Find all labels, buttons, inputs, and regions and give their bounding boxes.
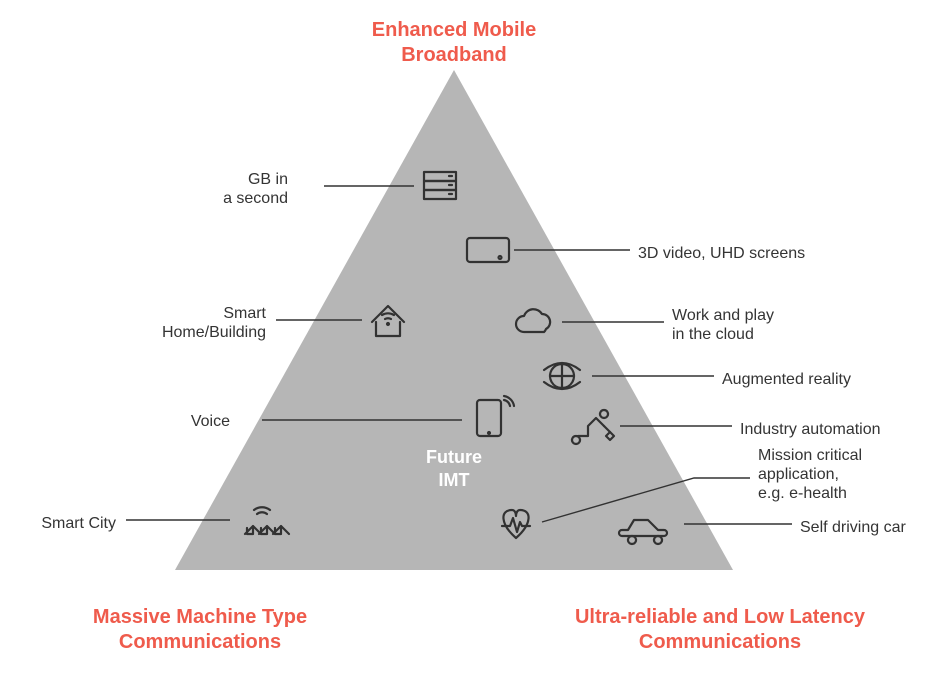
callout-cloud: Work and play in the cloud — [672, 306, 774, 344]
callout-gb-second: GB in a second — [223, 170, 288, 208]
center-label: Future IMT — [374, 446, 534, 491]
callout-car: Self driving car — [800, 518, 906, 537]
callout-3d-video: 3D video, UHD screens — [638, 244, 805, 263]
callout-industry: Industry automation — [740, 420, 881, 439]
callout-smart-home: Smart Home/Building — [162, 304, 266, 342]
callout-smart-city: Smart City — [41, 514, 116, 533]
corner-label-left: Massive Machine Type Communications — [40, 605, 360, 655]
background-svg — [0, 0, 944, 697]
corner-label-right: Ultra-reliable and Low Latency Communica… — [560, 605, 880, 655]
callout-ehealth: Mission critical application, e.g. e-hea… — [758, 446, 862, 504]
globe-icon — [544, 363, 580, 389]
callout-ar: Augmented reality — [722, 370, 851, 389]
corner-label-top: Enhanced Mobile Broadband — [294, 18, 614, 68]
callout-voice: Voice — [191, 412, 230, 431]
diagram-stage: Enhanced Mobile Broadband Massive Machin… — [0, 0, 944, 697]
